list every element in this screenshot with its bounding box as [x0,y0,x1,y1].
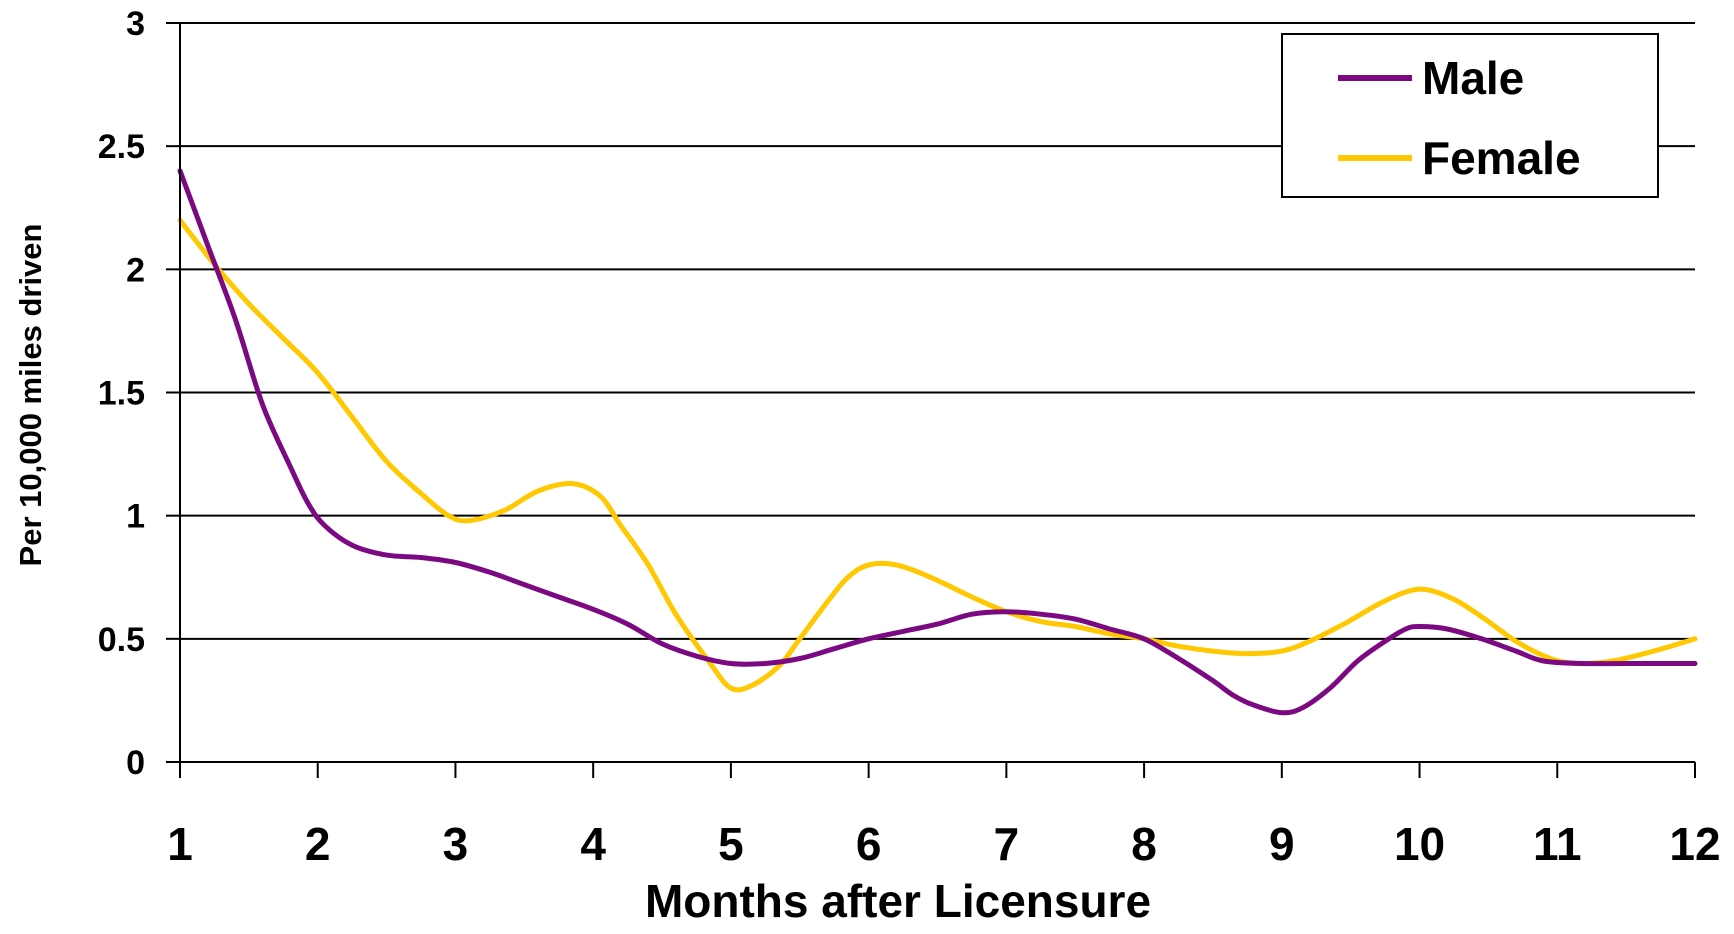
legend: Male Female [1281,33,1659,198]
x-tick-label: 11 [1533,818,1582,870]
axes [166,22,1696,778]
x-tick-label: 5 [718,818,744,870]
series-line-male [177,168,1698,716]
x-tick-label: 8 [1131,818,1157,870]
x-tick-label: 6 [856,818,882,870]
y-tick-label: 0.5 [98,621,145,659]
y-tick-label: 1 [126,498,145,536]
tick-labels: 00.511.522.531 2 3 4 5 6 7 8 9 10 11 12 [98,5,1721,870]
x-axis-label: Months after Licensure [645,875,1151,927]
x-tick-label: 2 [305,818,331,870]
x-tick-label: 3 [443,818,469,870]
legend-box [1281,33,1659,198]
legend-label-male: Male [1422,52,1524,104]
x-tick-label: 4 [580,818,606,870]
x-tick-label: 9 [1269,818,1295,870]
x-tick-label: 7 [994,818,1020,870]
y-tick-label: 2.5 [98,128,145,166]
x-tick-label: 12 [1669,818,1720,870]
series-lines [177,168,1698,716]
x-tick-label: 10 [1394,818,1445,870]
legend-label-female: Female [1422,132,1581,184]
series-line-female [177,217,1698,693]
y-tick-label: 3 [126,5,145,43]
y-tick-label: 1.5 [98,375,145,413]
y-tick-label: 2 [126,251,145,289]
y-axis-label: Per 10,000 miles driven [13,224,48,567]
gridlines [180,22,1695,763]
y-tick-label: 0 [126,744,145,782]
x-tick-label: 1 [167,818,193,870]
